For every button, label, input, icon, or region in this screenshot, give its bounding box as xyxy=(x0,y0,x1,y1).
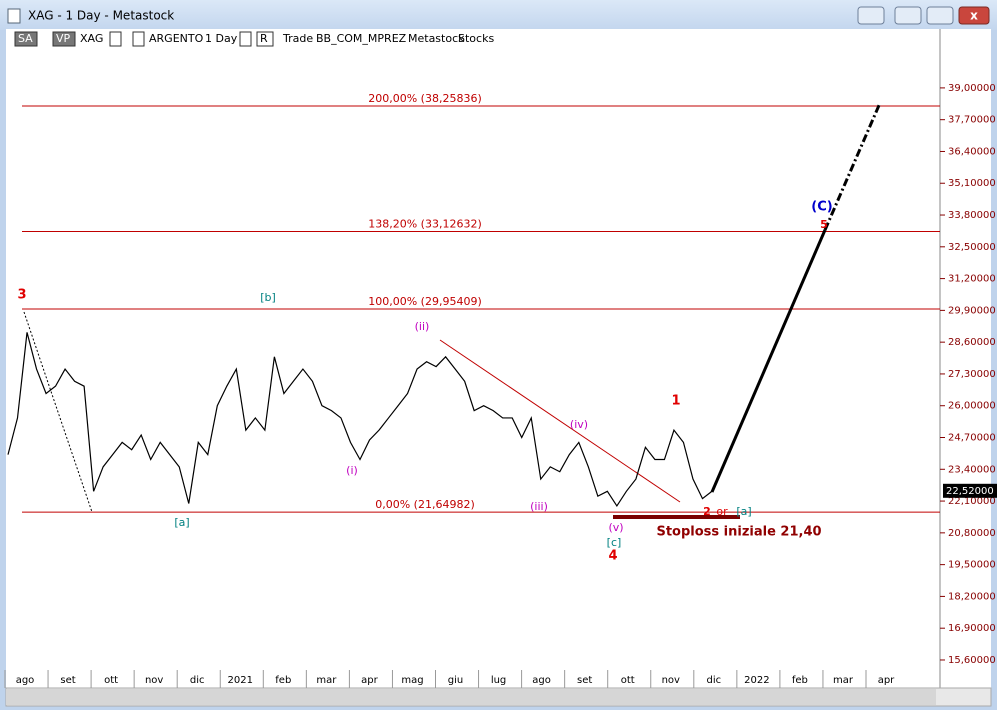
wave-label: [a] xyxy=(736,505,751,518)
y-tick-label: 22,10000 xyxy=(948,496,996,507)
minimize-button[interactable] xyxy=(894,6,922,25)
fib-label: 0,00% (21,64982) xyxy=(375,498,475,511)
x-tick-label: apr xyxy=(878,675,895,686)
y-tick-label: 18,20000 xyxy=(948,591,996,602)
x-tick-label: 2021 xyxy=(228,675,253,686)
app-icon xyxy=(7,8,21,24)
y-tick-label: 27,30000 xyxy=(948,369,996,380)
y-tick-label: 35,10000 xyxy=(948,178,996,189)
x-tick-label: giu xyxy=(448,675,463,686)
x-tick-label: set xyxy=(577,675,592,686)
y-tick-label: 26,00000 xyxy=(948,401,996,412)
wave-label: [a] xyxy=(174,516,189,529)
x-tick-label: lug xyxy=(491,675,506,686)
wave-line xyxy=(23,311,93,513)
y-tick-label: 28,60000 xyxy=(948,337,996,348)
x-tick-label: nov xyxy=(145,675,163,686)
y-tick-label: 32,50000 xyxy=(948,242,996,253)
toolbar-label: 1 Day xyxy=(205,32,238,45)
toolbar-label: XAG xyxy=(80,32,103,45)
wave-label: 3 xyxy=(17,288,26,303)
x-tick-label: nov xyxy=(662,675,680,686)
x-tick-label: dic xyxy=(190,675,205,686)
x-tick-label: feb xyxy=(792,675,808,686)
wave-label: (C) xyxy=(811,200,832,215)
x-tick-label: ago xyxy=(532,675,551,686)
y-tick-label: 39,00000 xyxy=(948,83,996,94)
dropdown[interactable] xyxy=(239,31,252,47)
x-tick-label: mag xyxy=(401,675,423,686)
projection-line xyxy=(710,229,827,493)
close-button[interactable] xyxy=(958,6,990,25)
wave-label: (iii) xyxy=(530,500,548,513)
toolbar-label: Trade xyxy=(282,32,313,45)
dropdown[interactable] xyxy=(132,31,145,47)
x-tick-label: dic xyxy=(706,675,721,686)
toolbar-button[interactable] xyxy=(14,31,38,47)
y-tick-label: 36,40000 xyxy=(948,146,996,157)
fib-label: 100,00% (29,95409) xyxy=(368,295,482,308)
toolbar: SA VP XAG ARGENTO 1 Day R Trade BB_COM_MPREZ Met… xyxy=(14,31,494,47)
x-tick-label: mar xyxy=(833,675,854,686)
plot: 39,00000 37,70000 36,40000 35,10000 33,80000… xyxy=(4,83,997,688)
wave-label: [c] xyxy=(607,536,622,549)
toolbar-label: Stocks xyxy=(458,32,494,45)
y-tick-label: 31,20000 xyxy=(948,274,996,285)
wave-label: (ii) xyxy=(415,320,430,333)
y-tick-label: 29,90000 xyxy=(948,305,996,316)
window-title: XAG - 1 Day - Metastock xyxy=(28,9,174,23)
price-tag-label: 22,52000 xyxy=(946,486,994,497)
toolbar-button[interactable] xyxy=(256,31,274,47)
y-tick-label: 16,90000 xyxy=(948,623,996,634)
y-tick-label: 20,80000 xyxy=(948,528,996,539)
y-tick-label: 33,80000 xyxy=(948,210,996,221)
wave-label: 5 xyxy=(820,218,828,231)
y-tick-label: 23,40000 xyxy=(948,464,996,475)
toolbar-button[interactable] xyxy=(52,31,76,47)
wave-label: 4 xyxy=(608,549,617,564)
fib-label: 200,00% (38,25836) xyxy=(368,92,482,105)
restore-button[interactable] xyxy=(857,6,885,25)
x-tick-label: ott xyxy=(104,675,118,686)
x-tick-label: set xyxy=(60,675,75,686)
close-icon: x xyxy=(970,9,978,23)
x-tick-label: feb xyxy=(275,675,291,686)
wave-label: 1 xyxy=(671,394,680,409)
title-bar xyxy=(0,0,997,30)
chart-area xyxy=(6,29,991,688)
y-tick-label: 15,60000 xyxy=(948,655,996,666)
wave-label: (v) xyxy=(608,521,623,534)
maximize-button[interactable] xyxy=(926,6,954,25)
price-tag xyxy=(943,483,997,498)
price-line xyxy=(7,332,713,508)
x-tick-label: ott xyxy=(621,675,635,686)
wave-label: 2 xyxy=(703,505,711,518)
toolbar-label: ARGENTO xyxy=(149,32,204,45)
projection-dash xyxy=(823,102,882,231)
toolbar-label[interactable]: VP xyxy=(56,32,71,45)
x-tick-label: 2022 xyxy=(744,675,769,686)
toolbar-label: Metastock xyxy=(408,32,465,45)
toolbar-label[interactable]: SA xyxy=(18,32,33,45)
wave-label: (iv) xyxy=(570,418,588,431)
y-tick-label: 19,50000 xyxy=(948,560,996,571)
toolbar-label: BB_COM_MPREZ xyxy=(316,32,407,45)
y-tick-label: 24,70000 xyxy=(948,433,996,444)
fib-label: 138,20% (33,12632) xyxy=(368,217,482,230)
wave-label: [b] xyxy=(260,291,276,304)
wave-label: (i) xyxy=(346,464,358,477)
x-tick-label: ago xyxy=(16,675,35,686)
scroll-thumb[interactable] xyxy=(6,689,936,705)
x-tick-label: mar xyxy=(316,675,337,686)
x-tick-label: apr xyxy=(361,675,378,686)
trend-line xyxy=(439,339,681,503)
wave-label: or xyxy=(716,505,728,518)
dropdown[interactable] xyxy=(109,31,122,47)
toolbar-label[interactable]: R xyxy=(260,32,268,45)
y-tick-label: 37,70000 xyxy=(948,115,996,126)
wave-label: Stoploss iniziale 21,40 xyxy=(656,525,821,540)
